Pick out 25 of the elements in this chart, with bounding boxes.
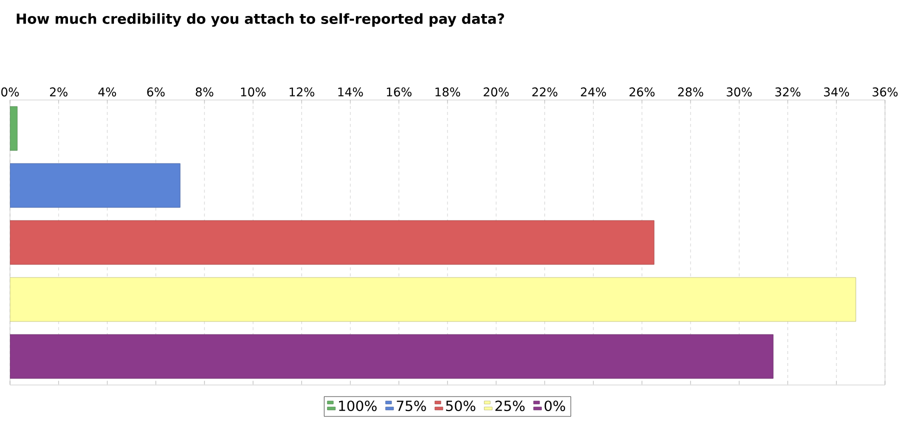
x-tick-label: 10% [241,87,266,96]
x-tick-label: 2% [50,87,68,96]
x-tick-label: 20% [484,87,509,96]
chart-title: How much credibility do you attach to self-reported pay data? [16,13,504,27]
x-tick-label: 6% [147,87,165,96]
legend-label: 0% [544,400,566,412]
legend-label: 50% [446,400,476,412]
x-tick-label: 28% [678,87,704,96]
legend-label: 25% [495,400,525,412]
x-tick-label: 8% [196,87,214,96]
legend-label: 100% [339,400,377,412]
x-tick-label: 4% [98,87,116,96]
x-tick-label: 0% [1,87,19,96]
x-tick-label: 12% [290,87,314,96]
legend-label: 75% [396,400,426,412]
x-tick-label: 16% [386,87,412,96]
x-tick-label: 32% [775,87,800,96]
x-tick-label: 18% [436,87,460,96]
x-tick-label: 36% [872,87,898,96]
x-tick-label: 26% [630,87,655,96]
x-tick-label: 14% [338,87,363,96]
x-tick-label: 24% [580,87,606,96]
x-tick-label: 34% [824,87,850,96]
x-tick-label: 22% [532,87,558,96]
x-tick-label: 30% [726,87,752,96]
